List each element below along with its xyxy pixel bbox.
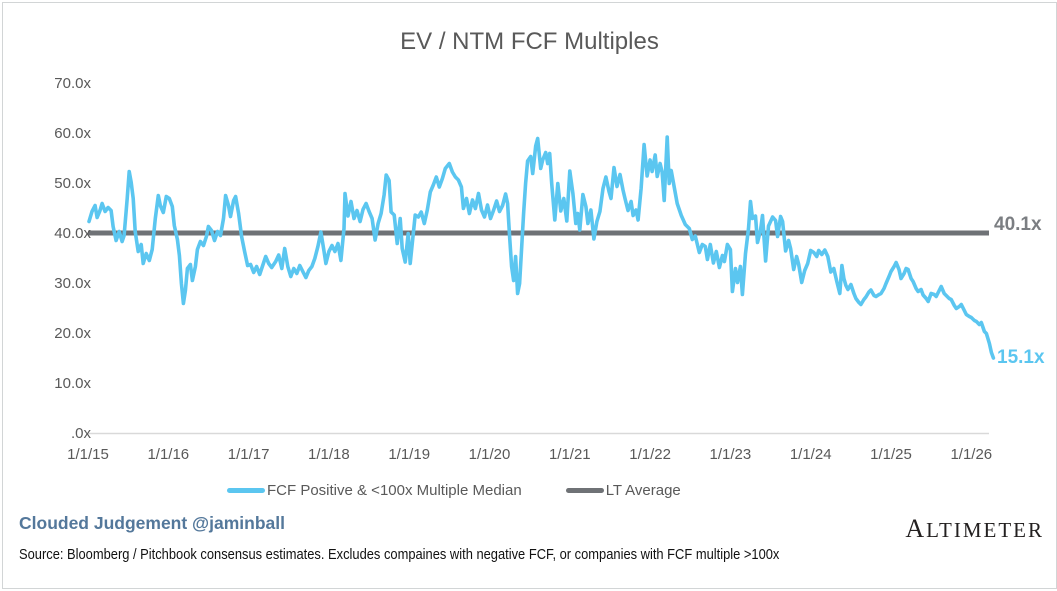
x-tick-label: 1/1/17 — [227, 446, 270, 463]
legend-item-lt-average: LT Average — [565, 482, 681, 499]
x-tick-label: 1/1/15 — [67, 446, 109, 463]
x-tick-label: 1/1/24 — [789, 446, 832, 463]
legend-item-median: FCF Positive & <100x Multiple Median — [227, 482, 522, 499]
source-text: Source: Bloomberg / Pitchbook consensus … — [19, 546, 780, 563]
y-tick-label: 10.0x — [54, 374, 91, 392]
x-tick-label: 1/1/25 — [870, 446, 912, 463]
x-tick-label: 1/1/18 — [308, 446, 350, 463]
x-tick-label: 1/1/26 — [950, 446, 993, 463]
credit-text: Clouded Judgement @jaminball — [19, 513, 285, 533]
legend-median-label: FCF Positive & <100x Multiple Median — [267, 482, 522, 499]
legend-lt-average-label: LT Average — [605, 482, 681, 499]
x-tick-label: 1/1/22 — [629, 446, 671, 463]
x-tick-label: 1/1/21 — [548, 446, 591, 463]
last-value-label: 15.1x — [997, 347, 1045, 368]
y-tick-label: 30.0x — [54, 274, 91, 292]
y-tick-label: 70.0x — [54, 74, 91, 92]
fcf-median-line — [87, 135, 996, 360]
chart-title: EV / NTM FCF Multiples — [400, 28, 659, 55]
altimeter-logo: Altimeter — [905, 514, 1044, 543]
x-tick-label: 1/1/20 — [468, 446, 511, 463]
y-tick-label: 20.0x — [54, 324, 91, 342]
legend: FCF Positive & <100x Multiple Median LT … — [227, 482, 681, 499]
plot-area — [87, 135, 996, 435]
y-tick-label: .0x — [70, 424, 91, 442]
x-tick-label: 1/1/16 — [147, 446, 190, 463]
y-tick-label: 50.0x — [54, 174, 91, 192]
lt-average-swatch-icon — [565, 488, 604, 493]
median-line-swatch-icon — [227, 488, 265, 493]
y-tick-label: 40.0x — [54, 224, 91, 242]
y-tick-label: 60.0x — [54, 124, 91, 142]
x-tick-label: 1/1/19 — [388, 446, 431, 463]
lt-average-value-label: 40.1x — [994, 214, 1042, 235]
x-tick-label: 1/1/23 — [709, 446, 752, 463]
